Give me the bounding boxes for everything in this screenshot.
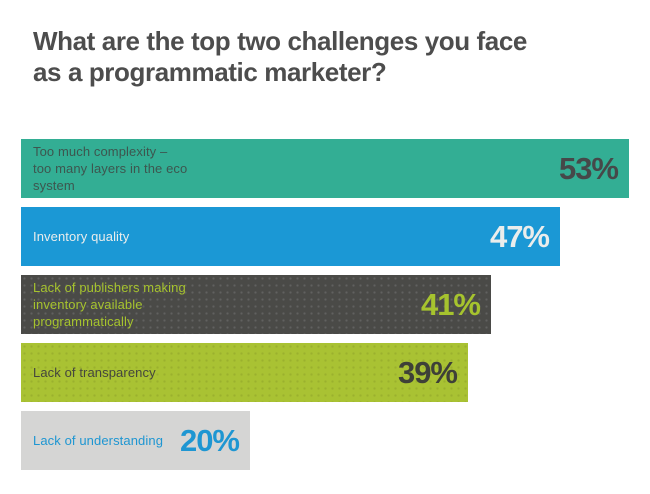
chart-title: What are the top two challenges you face…: [33, 26, 527, 87]
bar-label: Too much complexity – too many layers in…: [33, 144, 188, 193]
bar-row-3: Lack of publishers making inventory avai…: [21, 275, 491, 334]
bar-row-2: Inventory quality 47%: [21, 207, 560, 266]
bar-label: Lack of transparency: [33, 365, 156, 380]
bar-label: Inventory quality: [33, 229, 130, 244]
bar-label: Lack of publishers making inventory avai…: [33, 280, 186, 329]
bar-value: 39%: [397, 354, 458, 390]
bar-value: 47%: [489, 218, 550, 254]
bar-row-4: Lack of transparency 39%: [21, 343, 468, 402]
bar-value: 53%: [558, 150, 619, 186]
bar-value: 20%: [179, 422, 240, 458]
bar-value: 41%: [420, 286, 481, 322]
bar-row-5: Lack of understanding 20%: [21, 411, 250, 470]
bar-row-1: Too much complexity – too many layers in…: [21, 139, 629, 198]
bar-chart: Too much complexity – too many layers in…: [21, 139, 629, 479]
bar-label: Lack of understanding: [33, 433, 164, 448]
